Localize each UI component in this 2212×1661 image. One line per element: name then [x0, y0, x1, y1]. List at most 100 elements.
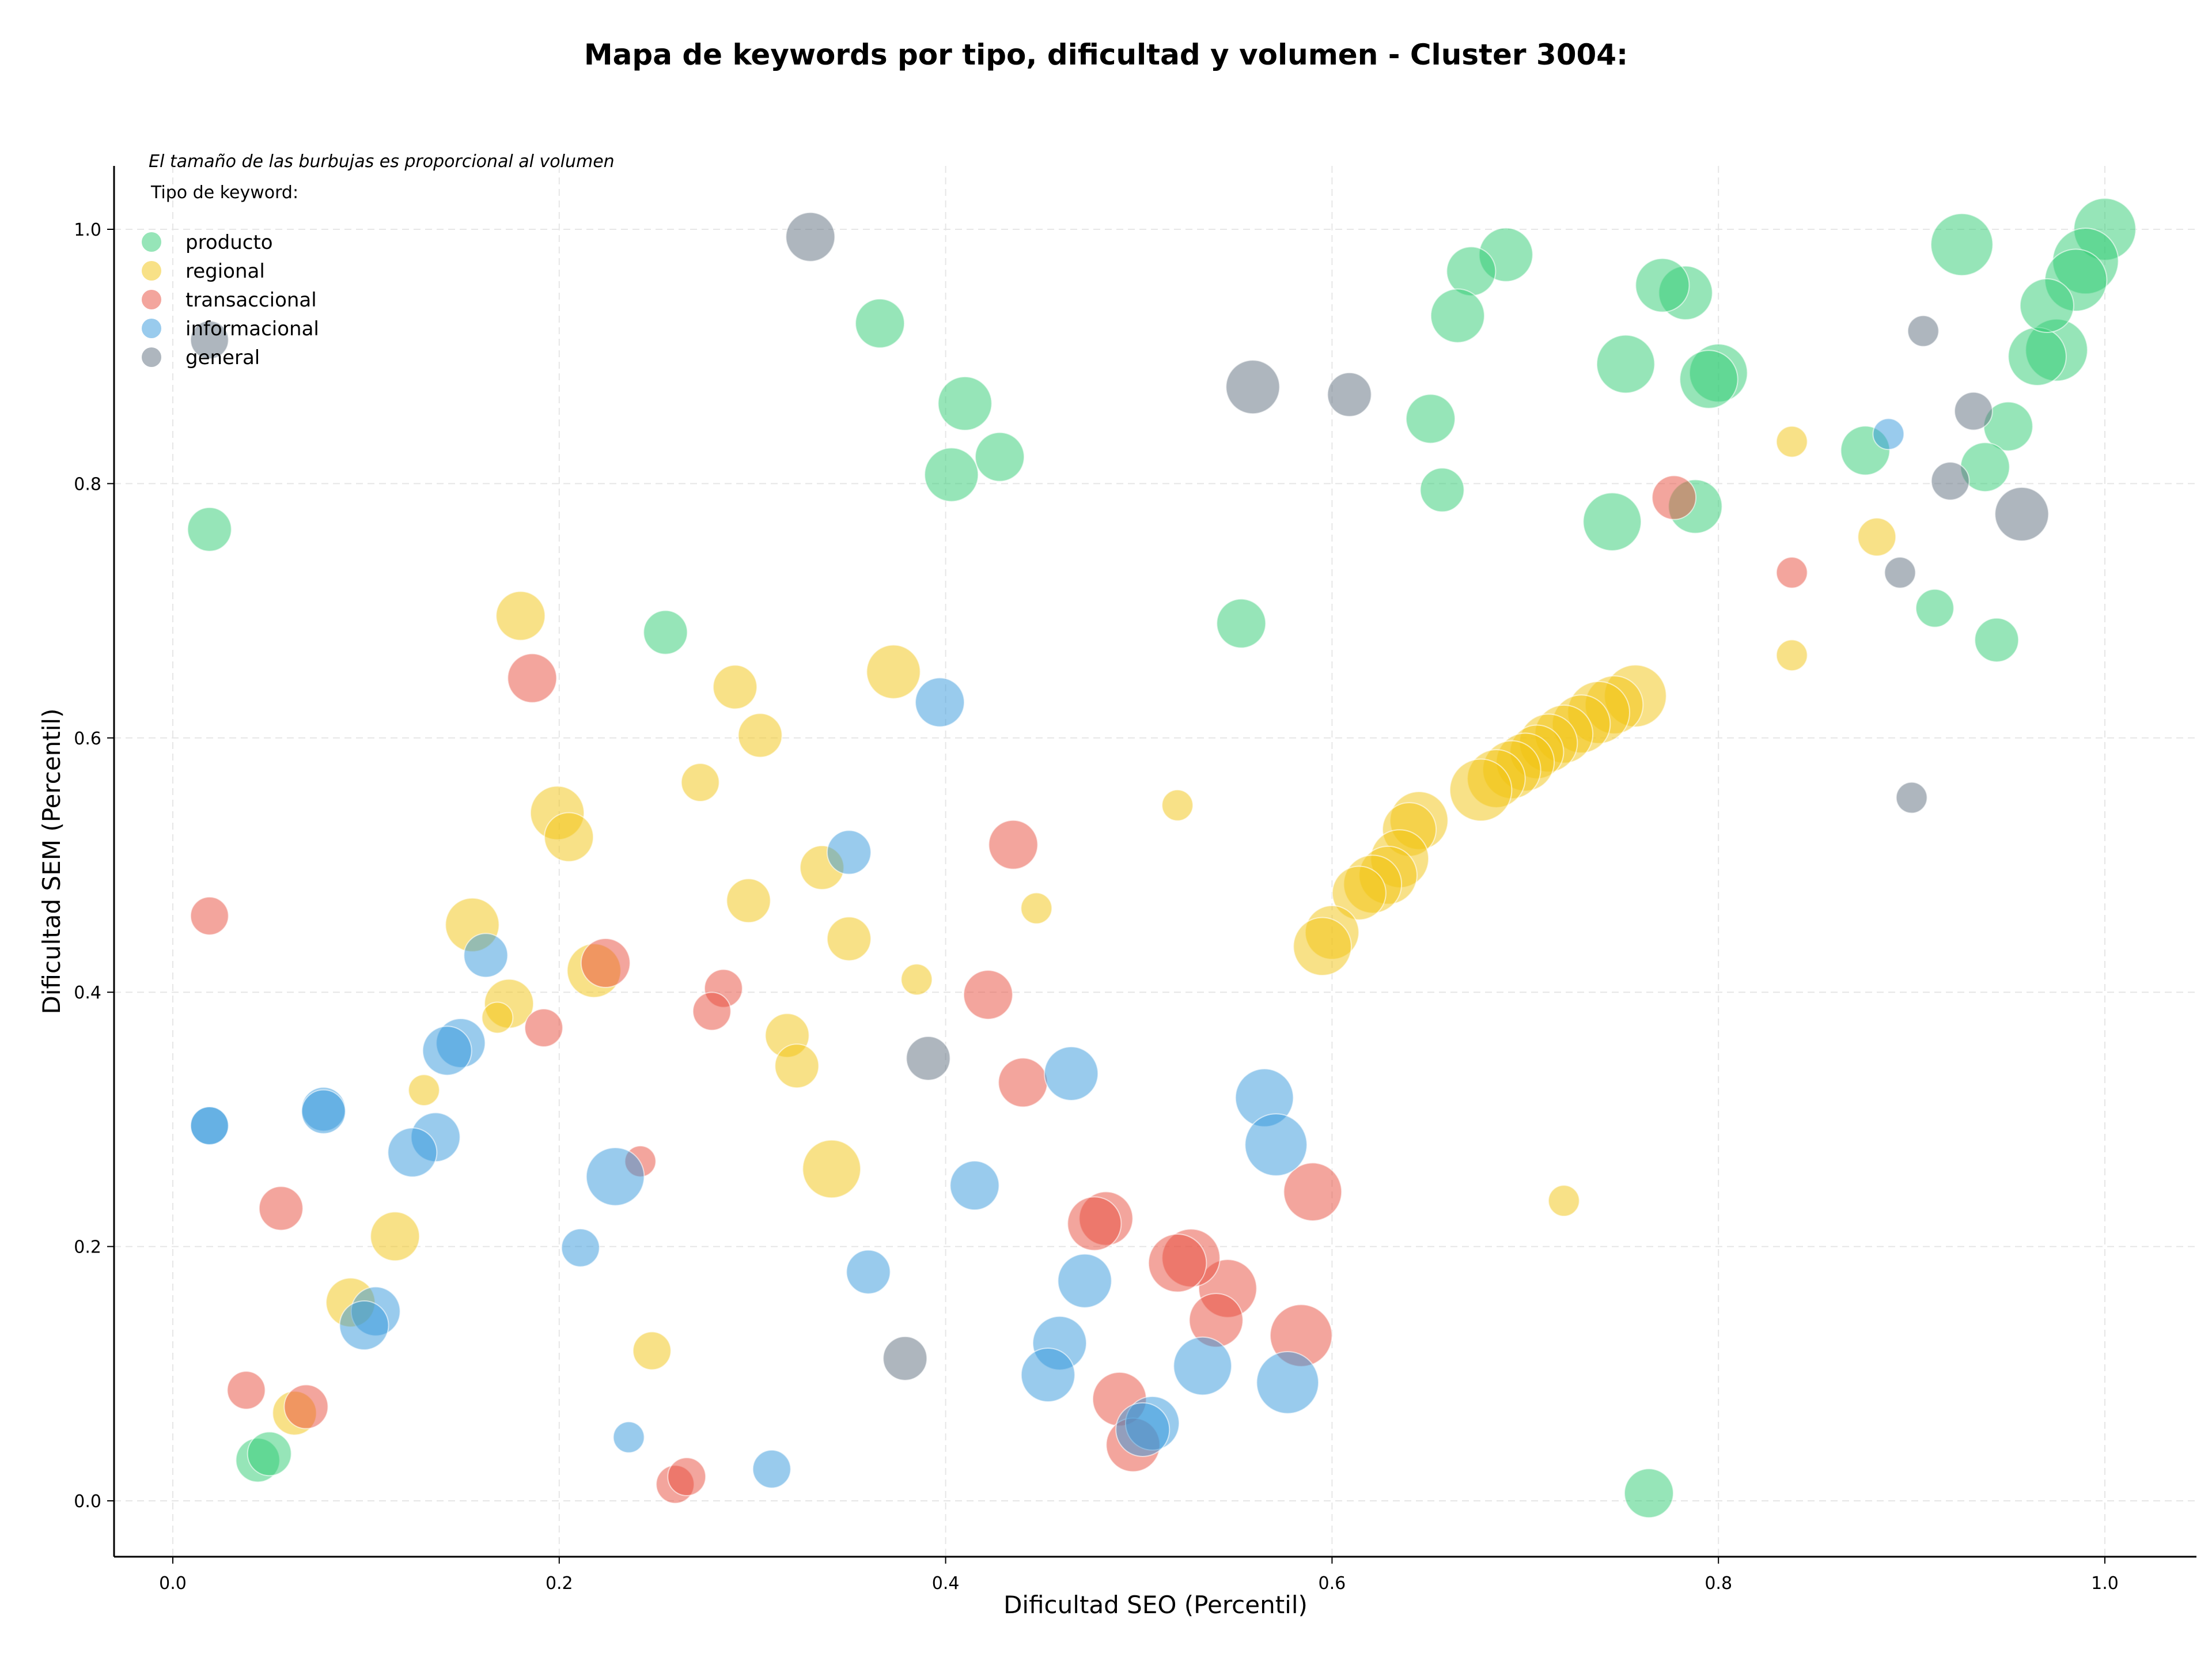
- bubble-regional: [1331, 865, 1387, 921]
- bubble-informacional: [949, 1160, 1000, 1211]
- bubble-regional: [544, 812, 594, 862]
- bubble-informacional: [1872, 418, 1905, 451]
- y-tick-label: 0.0: [74, 1492, 101, 1512]
- bubble-producto: [924, 447, 979, 502]
- bubble-transaccional: [283, 1384, 329, 1429]
- bubble-producto: [1623, 1468, 1674, 1519]
- bubble-general: [1994, 486, 2050, 542]
- bubble-transaccional: [258, 1186, 304, 1231]
- bubble-informacional: [915, 677, 965, 728]
- bubble-informacional: [422, 1026, 472, 1076]
- bubble-regional: [632, 1331, 672, 1371]
- bubble-producto: [1930, 213, 1994, 277]
- bubble-informacional: [1256, 1351, 1319, 1414]
- bubble-producto: [1405, 394, 1456, 444]
- size-note: El tamaño de las burbujas es proporciona…: [149, 152, 615, 172]
- bubble-transaccional: [1147, 1234, 1207, 1293]
- bubble-informacional: [846, 1249, 891, 1295]
- bubbles-layer: [187, 198, 2137, 1519]
- bubble-informacional: [301, 1089, 346, 1134]
- bubble-regional: [495, 591, 546, 641]
- bubble-producto: [643, 610, 688, 655]
- bubble-producto: [975, 432, 1025, 482]
- bubble-producto: [1446, 246, 1497, 297]
- bubble-general: [1327, 372, 1372, 417]
- bubble-transaccional: [1775, 557, 1808, 589]
- x-tick-label: 0.8: [1705, 1573, 1732, 1594]
- y-axis-label: Dificultad SEM (Percentil): [37, 709, 66, 1015]
- bubble-producto: [187, 506, 232, 552]
- bubble-informacional: [612, 1421, 645, 1454]
- bubble-regional: [481, 1001, 514, 1034]
- bubble-informacional: [339, 1300, 389, 1350]
- bubble-regional: [1161, 789, 1194, 822]
- bubble-general: [785, 211, 836, 262]
- bubble-regional: [1293, 917, 1352, 977]
- grid-lines: [114, 166, 2196, 1557]
- bubble-producto: [1419, 467, 1465, 513]
- legend-label-general: general: [185, 346, 260, 369]
- bubble-regional: [1020, 892, 1053, 925]
- legend-label-producto: producto: [185, 231, 273, 254]
- bubble-transaccional: [1067, 1196, 1122, 1251]
- bubble-general: [1930, 461, 1970, 501]
- bubble-producto: [1430, 288, 1485, 343]
- legend-marker-transaccional: [142, 290, 161, 309]
- bubble-transaccional: [692, 992, 732, 1031]
- bubble-transaccional: [667, 1457, 707, 1496]
- bubble-informacional: [387, 1127, 438, 1178]
- bubble-regional: [1775, 425, 1808, 458]
- bubble-producto: [1216, 598, 1267, 649]
- bubble-transaccional: [524, 1008, 563, 1047]
- bubble-general: [1954, 391, 1993, 431]
- bubble-producto: [1596, 334, 1656, 394]
- bubble-regional: [1449, 758, 1513, 822]
- bubble-regional: [1548, 1185, 1580, 1217]
- bubble-informacional: [1057, 1253, 1112, 1308]
- x-tick-label: 0.2: [546, 1573, 573, 1594]
- bubble-transaccional: [190, 896, 229, 936]
- bubble-general: [1907, 315, 1940, 347]
- bubble-regional: [737, 713, 783, 758]
- bubble-informacional: [1173, 1336, 1232, 1396]
- y-ticks: 0.0 0.2 0.4 0.6 0.8 1.0: [74, 220, 114, 1512]
- legend-label-informacional: informacional: [185, 317, 319, 340]
- x-ticks: 0.0 0.2 0.4 0.6 0.8 1.0: [159, 1557, 2119, 1594]
- bubble-regional: [866, 644, 921, 699]
- legend-label-regional: regional: [185, 260, 265, 283]
- bubble-producto: [1582, 492, 1642, 551]
- bubble-transaccional: [580, 937, 631, 988]
- bubble-informacional: [560, 1228, 600, 1267]
- bubble-regional: [370, 1211, 421, 1262]
- bubble-producto: [937, 376, 993, 431]
- bubble-regional: [826, 916, 872, 962]
- bubble-informacional: [1020, 1347, 1075, 1403]
- legend-marker-regional: [142, 261, 161, 281]
- bubble-general: [906, 1035, 951, 1081]
- bubble-producto: [2019, 278, 2074, 333]
- bubble-transaccional: [226, 1371, 266, 1410]
- bubble-producto: [1974, 617, 2020, 663]
- bubble-producto: [2008, 327, 2067, 386]
- legend-marker-producto: [142, 232, 161, 252]
- bubble-transaccional: [963, 970, 1013, 1020]
- bubble-regional: [408, 1074, 440, 1107]
- bubble-informacional: [1244, 1113, 1308, 1176]
- bubble-regional: [713, 664, 758, 710]
- bubble-transaccional: [998, 1057, 1048, 1108]
- bubble-general: [882, 1335, 928, 1381]
- axes: [113, 166, 2196, 1558]
- bubble-general: [1225, 360, 1281, 415]
- legend-marker-informacional: [142, 319, 161, 338]
- y-tick-label: 0.4: [74, 983, 101, 1003]
- bubble-producto: [1679, 350, 1738, 409]
- y-tick-label: 0.6: [74, 729, 101, 749]
- legend-marker-general: [142, 347, 161, 367]
- legend: Tipo de keyword: producto regional transac…: [142, 183, 319, 369]
- bubble-informacional: [1115, 1402, 1171, 1457]
- bubble-transaccional: [507, 653, 558, 703]
- bubble-regional: [726, 878, 771, 924]
- y-tick-label: 0.8: [74, 474, 101, 494]
- bubble-regional: [1775, 639, 1808, 672]
